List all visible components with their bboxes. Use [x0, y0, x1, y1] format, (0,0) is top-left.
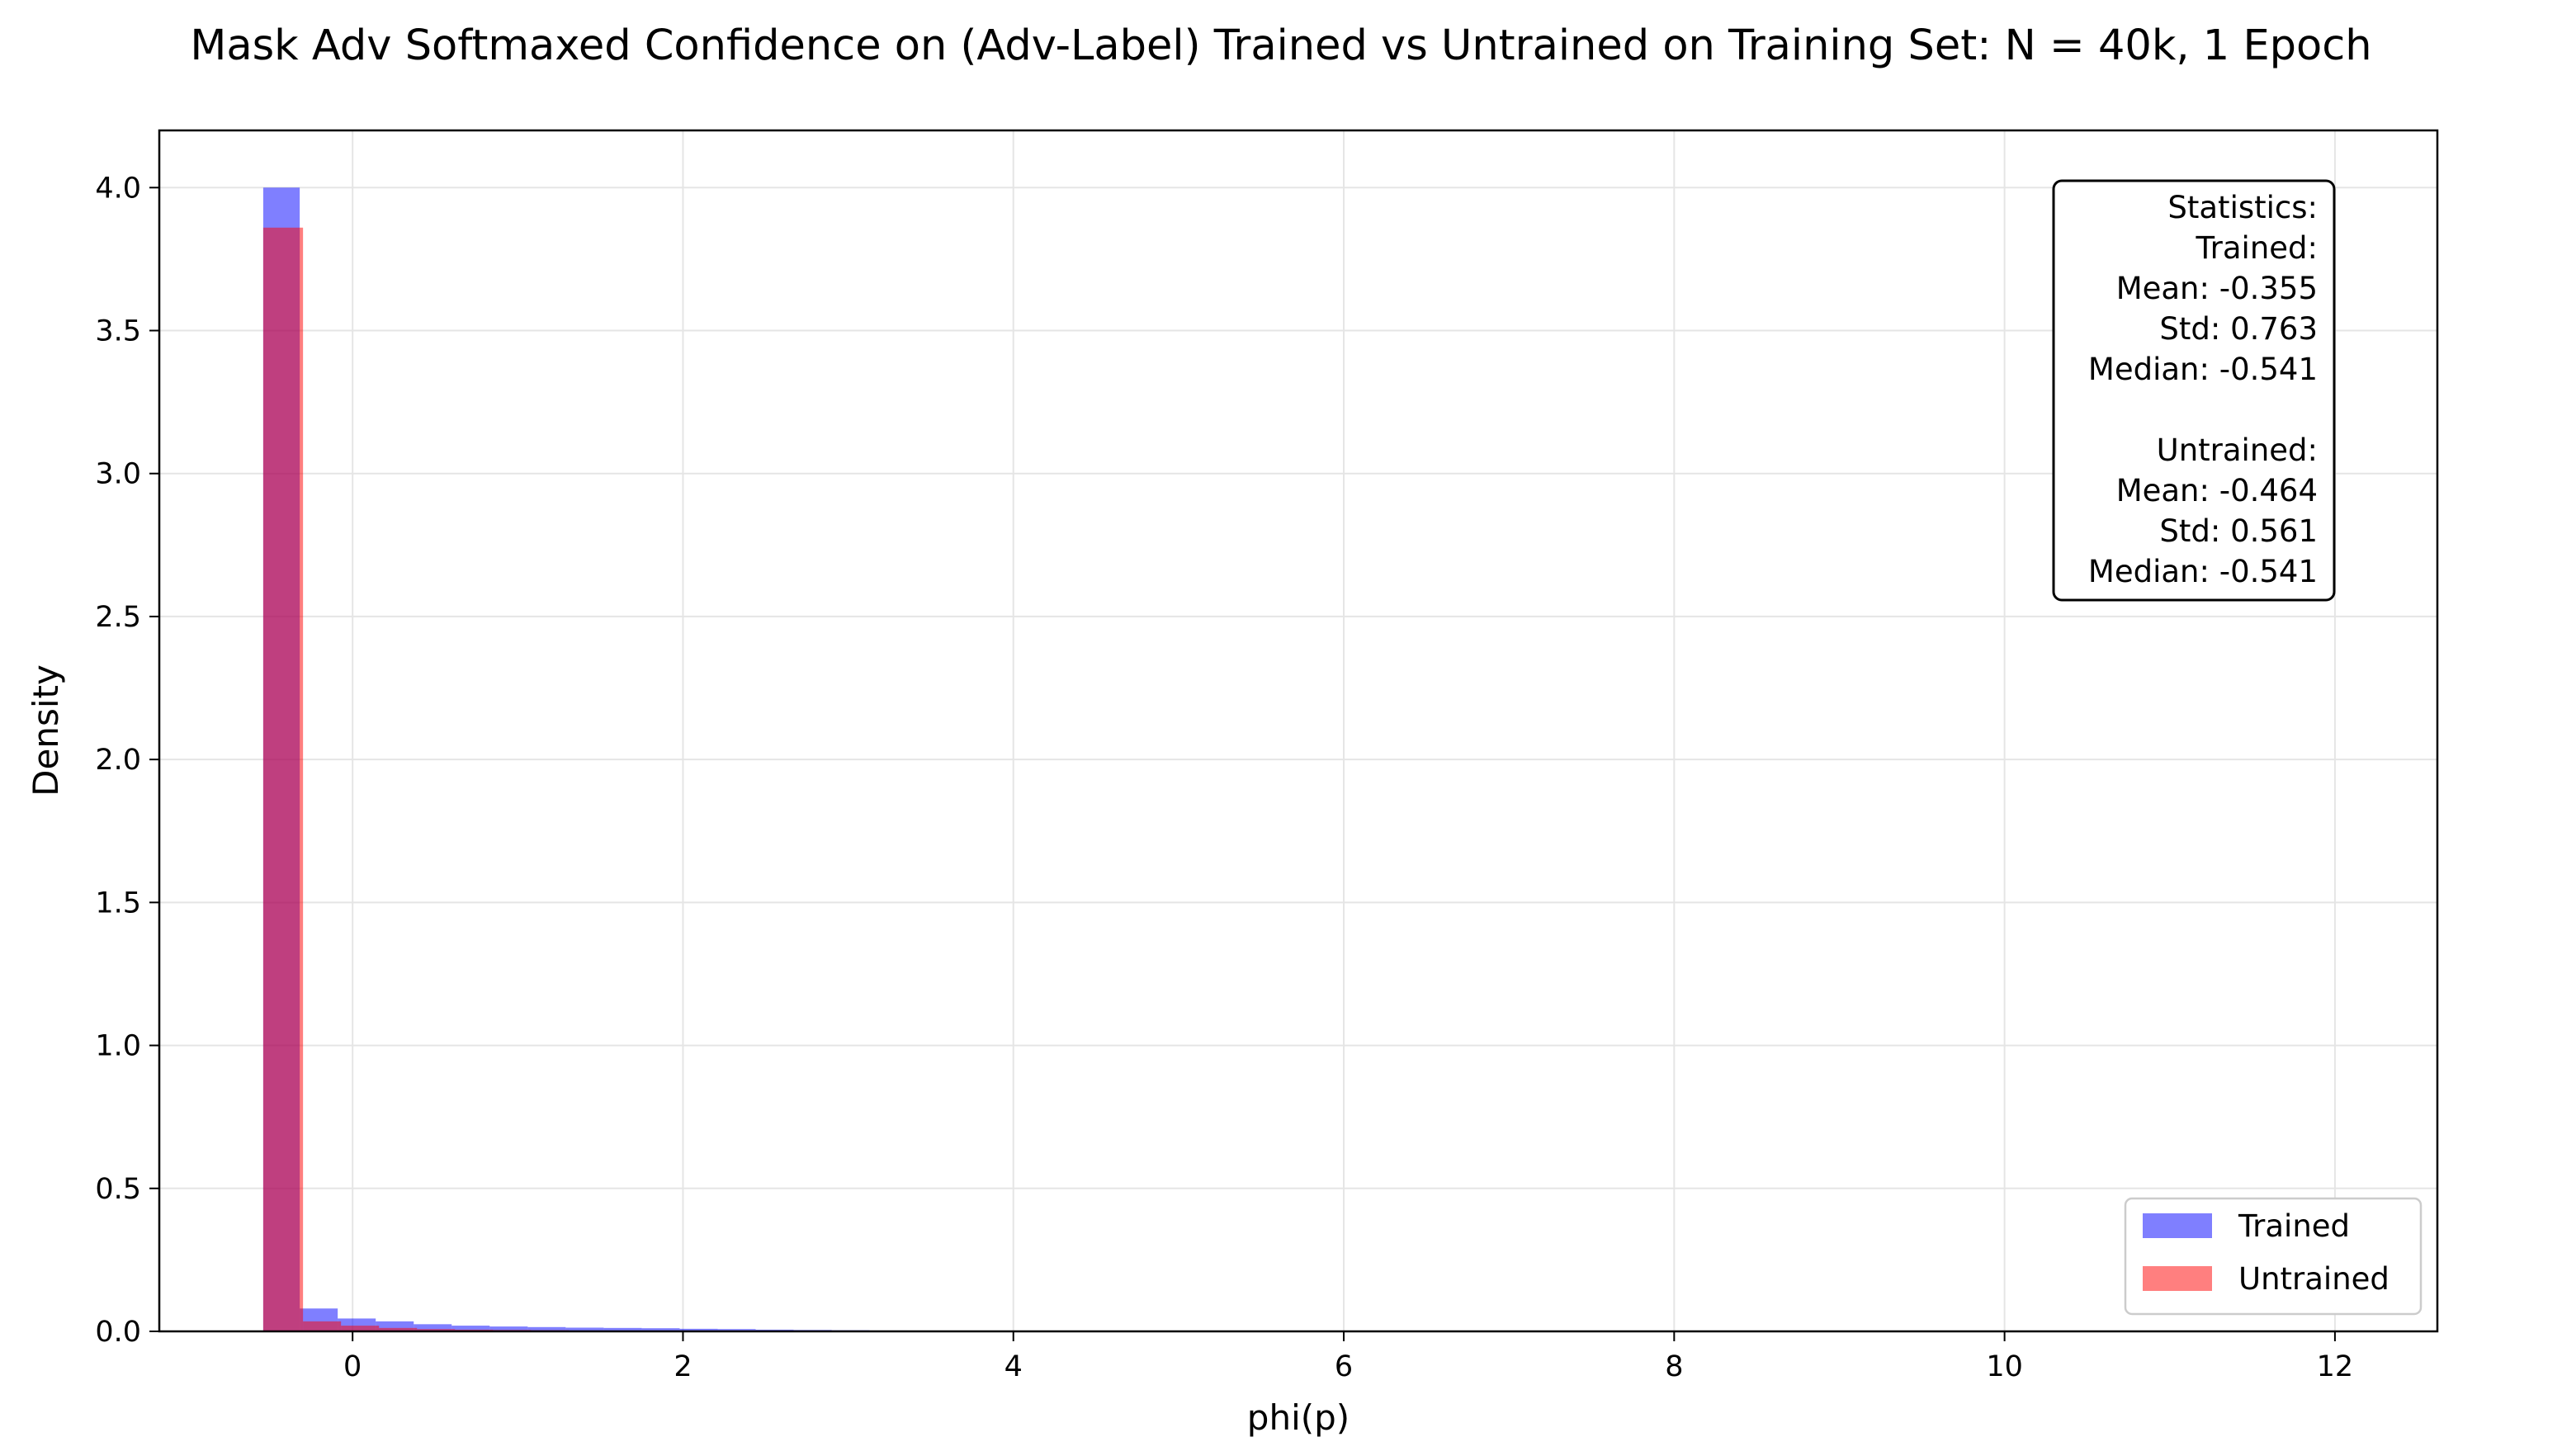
x-tick-label: 0: [343, 1350, 362, 1383]
stats-line: Std: 0.561: [2159, 513, 2318, 549]
x-axis-label: phi(p): [1247, 1397, 1350, 1438]
bar-trained: [565, 1327, 604, 1331]
stats-line: Statistics:: [2167, 190, 2318, 225]
bar-untrained: [341, 1326, 380, 1331]
bar-trained: [489, 1326, 528, 1331]
x-tick-label: 2: [674, 1350, 692, 1383]
y-tick-label: 2.5: [95, 601, 141, 634]
x-tick-label: 8: [1665, 1350, 1683, 1383]
stats-line: Median: -0.541: [2088, 554, 2318, 589]
y-tick-label: 3.0: [95, 458, 141, 491]
stats-line: Untrained:: [2157, 433, 2318, 468]
x-tick-label: 10: [1986, 1350, 2023, 1383]
legend-swatch-untrained: [2143, 1266, 2212, 1291]
stats-line: Mean: -0.464: [2116, 473, 2318, 508]
x-tick-label: 12: [2317, 1350, 2354, 1383]
legend: Trained Untrained: [2124, 1197, 2423, 1316]
statistics-box: Statistics: Trained: Mean: -0.355 Std: 0.76…: [2052, 179, 2336, 602]
y-tick-label: 2.0: [95, 744, 141, 777]
bar-untrained: [417, 1329, 456, 1331]
plot-frame: [158, 129, 2439, 1333]
bar-untrained: [303, 1321, 342, 1331]
bar-trained: [451, 1326, 490, 1331]
y-tick-label: 3.5: [95, 315, 141, 348]
y-tick-label: 4.0: [95, 172, 141, 205]
x-tick-label: 4: [1004, 1350, 1023, 1383]
y-tick-label: 1.0: [95, 1030, 141, 1063]
stats-line: Mean: -0.355: [2116, 271, 2318, 306]
chart-title: Mask Adv Softmaxed Confidence on (Adv-La…: [190, 21, 2371, 70]
bar-untrained: [379, 1327, 418, 1331]
bar-trained: [414, 1324, 452, 1331]
stats-line: Trained:: [2196, 230, 2319, 266]
legend-label-untrained: Untrained: [2238, 1261, 2389, 1297]
bar-trained: [527, 1326, 566, 1331]
legend-label-trained: Trained: [2238, 1208, 2350, 1244]
stats-line: Std: 0.763: [2159, 311, 2318, 347]
y-tick-label: 0.0: [95, 1316, 141, 1349]
y-axis-ticks: 0.0 0.5 1.0 1.5 2.0 2.5 3.0 3.5 4.0: [95, 172, 159, 1349]
x-axis-ticks: 0 2 4 6 8 10 12: [343, 1331, 2353, 1383]
bar-trained: [603, 1327, 642, 1331]
stats-line: Median: -0.541: [2088, 352, 2318, 387]
y-axis-label: Density: [26, 664, 66, 797]
legend-swatch-trained: [2143, 1213, 2212, 1238]
y-tick-label: 1.5: [95, 886, 141, 919]
bar-untrained: [262, 227, 304, 1332]
bar-trained: [641, 1328, 680, 1331]
x-tick-label: 6: [1335, 1350, 1353, 1383]
histogram-bars: [262, 187, 984, 1332]
y-tick-label: 0.5: [95, 1173, 141, 1206]
bar-trained: [717, 1329, 756, 1331]
bar-trained: [679, 1328, 718, 1331]
